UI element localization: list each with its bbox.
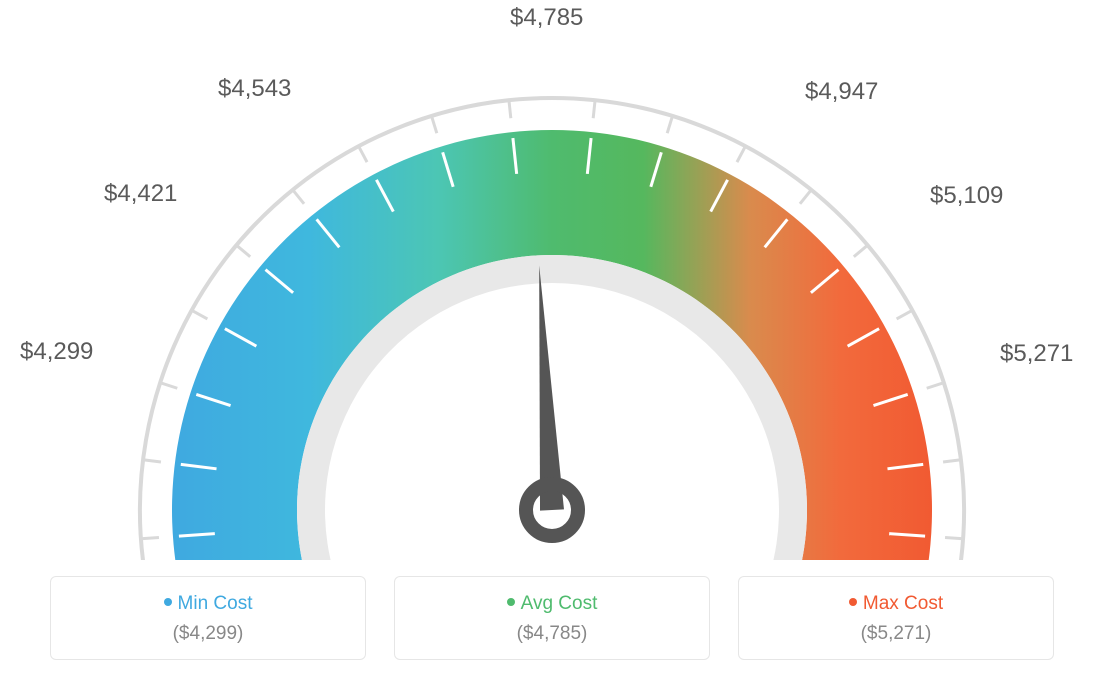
legend-title-max: Max Cost bbox=[749, 593, 1043, 615]
gauge-needle bbox=[539, 265, 564, 510]
gauge-tick-label: $4,785 bbox=[510, 4, 583, 32]
outer-tick bbox=[854, 245, 868, 257]
outer-tick bbox=[192, 310, 208, 319]
outer-tick bbox=[293, 190, 304, 204]
outer-tick bbox=[236, 245, 250, 257]
gauge-tick-label: $4,947 bbox=[805, 78, 878, 106]
gauge-tick-label: $5,271 bbox=[1000, 340, 1073, 368]
legend-card-avg: Avg Cost ($4,785) bbox=[394, 576, 710, 660]
outer-tick bbox=[141, 537, 159, 538]
outer-tick bbox=[359, 146, 367, 162]
legend-label-avg: Avg Cost bbox=[521, 593, 598, 614]
legend-title-avg: Avg Cost bbox=[405, 593, 699, 615]
legend-value-avg: ($4,785) bbox=[405, 623, 699, 645]
gauge-tick-label: $4,299 bbox=[20, 338, 93, 366]
gauge-chart-container: $4,299 $4,421 $4,543 $4,785 $4,947 $5,109 $5,2… bbox=[0, 0, 1104, 690]
legend-card-min: Min Cost ($4,299) bbox=[50, 576, 366, 660]
gauge-tick-label: $4,543 bbox=[218, 75, 291, 103]
outer-tick bbox=[509, 100, 511, 118]
outer-tick bbox=[160, 383, 177, 389]
outer-tick bbox=[143, 460, 161, 462]
gauge-svg bbox=[0, 0, 1104, 560]
legend-label-max: Max Cost bbox=[863, 593, 943, 614]
dot-icon bbox=[507, 598, 515, 606]
outer-tick bbox=[593, 100, 595, 118]
outer-tick bbox=[943, 460, 961, 462]
legend-card-max: Max Cost ($5,271) bbox=[738, 576, 1054, 660]
outer-tick bbox=[897, 310, 913, 319]
outer-tick bbox=[945, 537, 963, 538]
outer-tick bbox=[667, 116, 672, 133]
legend-label-min: Min Cost bbox=[178, 593, 253, 614]
legend-row: Min Cost ($4,299) Avg Cost ($4,785) Max … bbox=[50, 576, 1054, 660]
legend-value-max: ($5,271) bbox=[749, 623, 1043, 645]
outer-tick bbox=[927, 383, 944, 389]
legend-value-min: ($4,299) bbox=[61, 623, 355, 645]
gauge-tick-label: $5,109 bbox=[930, 182, 1003, 210]
outer-tick bbox=[432, 116, 437, 133]
outer-tick bbox=[737, 146, 745, 162]
gauge-tick-label: $4,421 bbox=[104, 180, 177, 208]
dot-icon bbox=[849, 598, 857, 606]
dot-icon bbox=[164, 598, 172, 606]
gauge-area: $4,299 $4,421 $4,543 $4,785 $4,947 $5,109 $5,2… bbox=[0, 0, 1104, 560]
legend-title-min: Min Cost bbox=[61, 593, 355, 615]
outer-tick bbox=[800, 190, 811, 204]
